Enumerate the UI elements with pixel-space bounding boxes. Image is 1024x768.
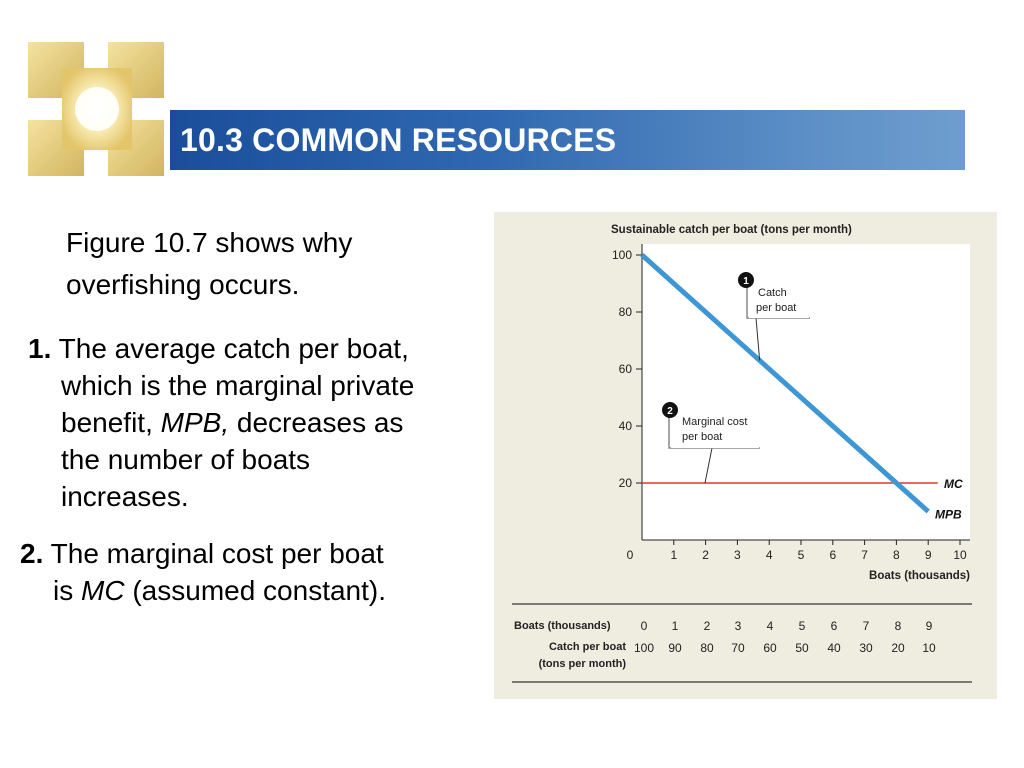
- annotation-1-badge: [738, 272, 754, 288]
- x-tick-label: 8: [893, 548, 900, 562]
- table-catch-cell: 50: [795, 641, 809, 655]
- x-tick-label: 6: [829, 548, 836, 562]
- y-tick-label: 100: [612, 248, 632, 262]
- y-tick-label: 60: [619, 362, 633, 376]
- annotation-1-number: 1: [743, 276, 749, 287]
- x-tick-label: 10: [953, 548, 967, 562]
- point-1-line-5: increases.: [61, 481, 189, 512]
- point-1-mpb: MPB,: [160, 407, 230, 438]
- table-catch-cell: 10: [922, 641, 936, 655]
- table-catch-cell: 40: [827, 641, 841, 655]
- table-catch-cell: 20: [891, 641, 905, 655]
- point-1-line-1: The average catch per boat,: [58, 333, 409, 364]
- intro-line-1: Figure 10.7 shows why: [66, 227, 353, 258]
- point-1-line-3b: decreases as: [236, 407, 404, 438]
- table-catch-cell: 70: [731, 641, 745, 655]
- table-row-2-header-line-2: (tons per month): [539, 658, 627, 670]
- annotation-2-line-2: per boat: [682, 431, 722, 443]
- logo-icon: [22, 38, 172, 180]
- table-catch-cell: 60: [763, 641, 777, 655]
- table-catch-cell: 100: [634, 641, 654, 655]
- point-2: 2. The marginal cost per boat is MC (ass…: [20, 535, 490, 609]
- table-boats-cell: 0: [641, 619, 648, 633]
- annotation-2-box: [671, 410, 759, 448]
- point-2-line-2a: is: [53, 575, 74, 606]
- annotation-2-number: 2: [667, 406, 673, 417]
- table-row-1-header: Boats (thousands): [514, 620, 611, 632]
- y-tick-label: 80: [619, 305, 633, 319]
- x-tick-label: 1: [670, 548, 677, 562]
- table-boats-cell: 7: [863, 619, 870, 633]
- table-boats-cell: 2: [704, 619, 711, 633]
- x-tick-label: 2: [702, 548, 709, 562]
- slide-title: 10.3 COMMON RESOURCES: [180, 122, 617, 158]
- table-row-2-header-line-1: Catch per boat: [549, 641, 626, 653]
- annotation-1-box: [749, 280, 809, 318]
- table-boats-cell: 3: [735, 619, 742, 633]
- x-tick-label: 9: [925, 548, 932, 562]
- y-tick-label: 40: [619, 419, 633, 433]
- x-tick-label: 4: [766, 548, 773, 562]
- table-boats-cell: 4: [767, 619, 774, 633]
- x-tick-label: 0: [627, 548, 634, 562]
- x-tick-label: 3: [734, 548, 741, 562]
- mpb-series-label: MPB: [935, 508, 962, 522]
- intro-line-2: overfishing occurs.: [66, 269, 300, 300]
- annotation-1-line-2: per boat: [756, 302, 796, 314]
- point-1-line-2: which is the marginal private: [61, 370, 415, 401]
- table-boats-cell: 1: [672, 619, 679, 633]
- table-catch-cell: 80: [700, 641, 714, 655]
- point-2-line-2b: (assumed constant).: [132, 575, 387, 606]
- point-1: 1. The average catch per boat, which is …: [28, 330, 498, 515]
- point-2-mc: MC: [81, 575, 125, 606]
- chart-title: Sustainable catch per boat (tons per mon…: [611, 224, 852, 236]
- table-boats-cell: 9: [926, 619, 933, 633]
- table-catch-cell: 30: [859, 641, 873, 655]
- annotation-2-badge: [662, 402, 678, 418]
- mpb-line: [640, 253, 930, 514]
- point-1-number: 1.: [28, 333, 52, 364]
- point-1-line-3a: benefit,: [61, 407, 153, 438]
- table-boats-cell: 8: [895, 619, 902, 633]
- point-1-line-4: the number of boats: [61, 444, 311, 475]
- point-2-number: 2.: [20, 538, 44, 569]
- table-catch-cell: 90: [668, 641, 682, 655]
- y-tick-label: 20: [619, 476, 633, 490]
- mc-series-label: MC: [944, 477, 963, 491]
- figure-panel: Sustainable catch per boat (tons per mon…: [494, 212, 997, 699]
- point-2-line-1: The marginal cost per boat: [50, 538, 384, 569]
- annotation-1-leader: [755, 317, 761, 361]
- x-tick-label: 5: [798, 548, 805, 562]
- title-bar: 10.3 COMMON RESOURCES: [170, 110, 965, 170]
- table-boats-cell: 6: [831, 619, 838, 633]
- annotation-2-line-1: Marginal cost: [682, 416, 747, 428]
- table-boats-cell: 5: [799, 619, 806, 633]
- x-axis-label: Boats (thousands): [869, 570, 970, 582]
- x-tick-label: 7: [861, 548, 868, 562]
- intro-text: Figure 10.7 shows why overfishing occurs…: [66, 222, 476, 306]
- catch-chart: Sustainable catch per boat (tons per mon…: [494, 212, 997, 699]
- annotation-2-leader: [704, 447, 713, 484]
- annotation-1-line-1: Catch: [758, 287, 787, 299]
